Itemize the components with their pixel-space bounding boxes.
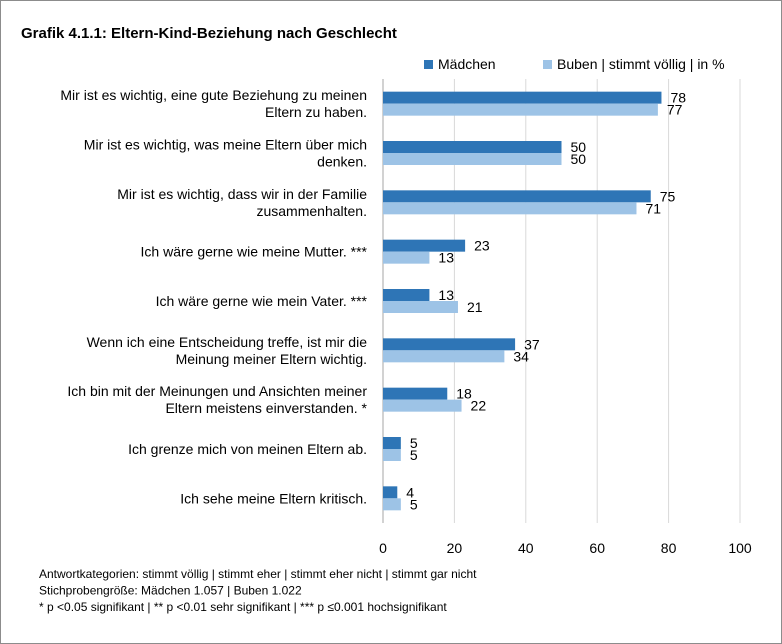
data-label: 50 [571, 139, 587, 155]
bar-maedchen [383, 91, 662, 104]
bar-maedchen [383, 338, 516, 351]
x-tick-label: 40 [518, 540, 534, 556]
bar-maedchen [383, 437, 401, 449]
legend-swatch [424, 60, 433, 69]
x-tick-label: 100 [728, 540, 752, 556]
data-label: 77 [667, 102, 683, 118]
data-label: 23 [474, 238, 490, 254]
category-label: denken. [317, 154, 367, 170]
bar-buben [383, 103, 658, 116]
category-label: Eltern meistens einverstanden. * [165, 400, 367, 416]
category-label: Ich bin mit der Meinungen und Ansichten … [67, 383, 367, 399]
bar-maedchen [383, 486, 398, 499]
bar-buben [383, 449, 401, 461]
footnote: Stichprobengröße: Mädchen 1.057 | Buben … [39, 584, 302, 598]
category-label: Meinung meiner Eltern wichtig. [176, 351, 367, 367]
data-label: 18 [456, 386, 472, 402]
legend-label: Mädchen [438, 56, 496, 72]
bar-maedchen [383, 289, 430, 301]
data-label: 37 [524, 336, 540, 352]
bar-buben [383, 301, 458, 313]
footnotes: Antwortkategorien: stimmt völlig | stimm… [39, 567, 477, 614]
bar-buben [383, 498, 401, 511]
bar-maedchen [383, 387, 448, 400]
footnote: Antwortkategorien: stimmt völlig | stimm… [39, 567, 477, 581]
legend-label: Buben | stimmt völlig | in % [557, 56, 725, 72]
data-label: 78 [670, 90, 686, 106]
data-label: 13 [438, 250, 454, 266]
data-label: 50 [571, 151, 587, 167]
bar-buben [383, 153, 562, 165]
legend-swatch [543, 60, 552, 69]
x-tick-label: 60 [589, 540, 605, 556]
x-tick-label: 80 [661, 540, 677, 556]
data-label: 34 [513, 348, 529, 364]
bar-buben [383, 251, 430, 264]
category-label: Ich wäre gerne wie mein Vater. *** [156, 293, 368, 309]
bar-buben [383, 399, 462, 412]
category-label: zusammenhalten. [256, 203, 367, 219]
bar-maedchen [383, 239, 466, 252]
chart-title: Grafik 4.1.1: Eltern-Kind-Beziehung nach… [21, 25, 397, 42]
data-label: 22 [471, 398, 487, 414]
bar-maedchen [383, 190, 651, 203]
category-labels: Mir ist es wichtig, eine gute Beziehung … [60, 87, 367, 506]
category-label: Wenn ich eine Entscheidung treffe, ist m… [87, 334, 368, 350]
category-label: Ich wäre gerne wie meine Mutter. *** [141, 244, 368, 260]
category-label: Ich sehe meine Eltern kritisch. [180, 490, 367, 506]
category-label: Mir ist es wichtig, eine gute Beziehung … [60, 87, 367, 103]
data-label: 4 [406, 484, 414, 500]
legend: Mädchen Buben | stimmt völlig | in % [424, 56, 725, 72]
data-label: 71 [645, 200, 661, 216]
data-label: 5 [410, 447, 418, 463]
bar-buben [383, 350, 505, 363]
data-label: 5 [410, 496, 418, 512]
category-label: Ich grenze mich von meinen Eltern ab. [128, 441, 367, 457]
footnote: * p <0.05 signifikant | ** p <0.01 sehr … [39, 600, 447, 614]
category-label: Eltern zu haben. [265, 104, 367, 120]
x-axis-ticks: 0 20 40 60 80 100 [379, 540, 752, 556]
x-tick-label: 0 [379, 540, 387, 556]
data-label: 13 [438, 287, 454, 303]
category-label: Mir ist es wichtig, dass wir in der Fami… [117, 186, 367, 202]
data-label: 21 [467, 299, 483, 315]
bar-buben [383, 202, 637, 215]
category-label: Mir ist es wichtig, was meine Eltern übe… [84, 137, 367, 153]
data-label: 75 [660, 188, 676, 204]
bar-maedchen [383, 141, 562, 153]
x-tick-label: 20 [447, 540, 463, 556]
data-label: 5 [410, 435, 418, 451]
